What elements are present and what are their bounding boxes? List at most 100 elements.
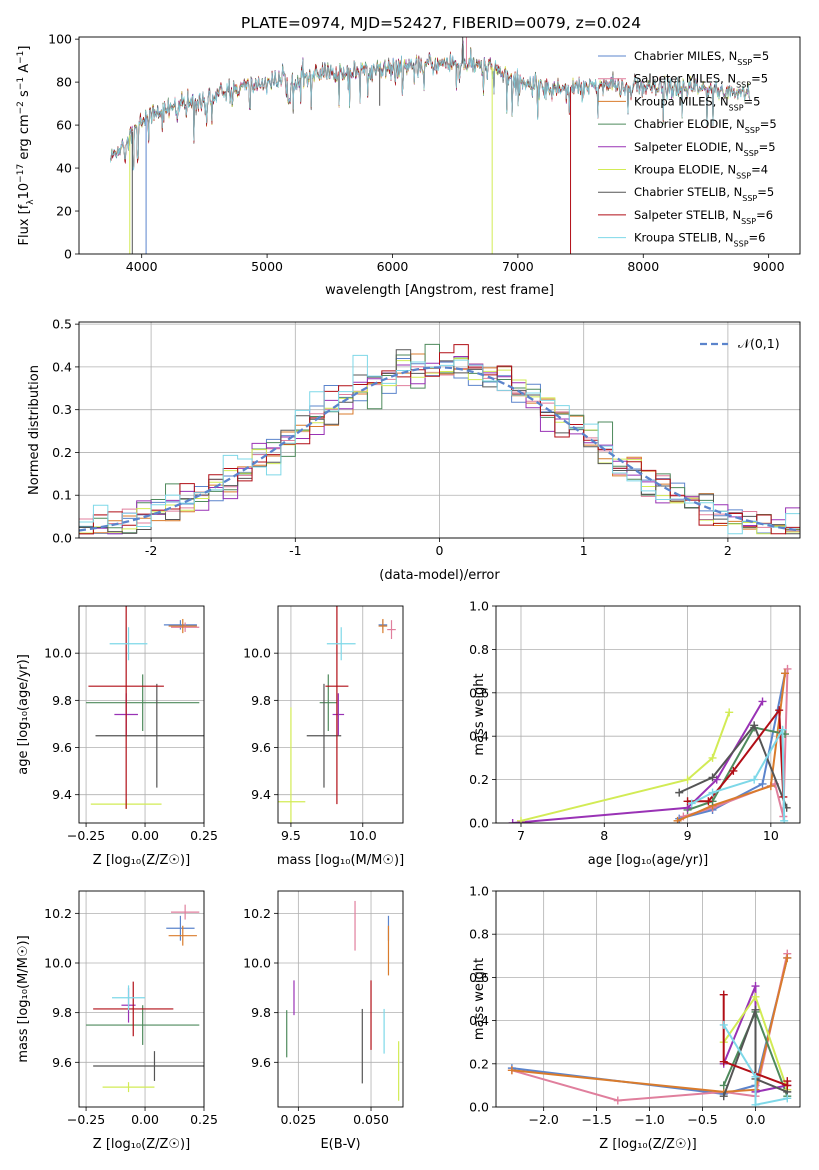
y-tick-label: 9.8 [251,1005,271,1020]
x-tick-label: -2 [145,543,157,558]
weight-marker [507,1066,516,1075]
weight-marker [781,669,790,678]
panel-massweight_vs_Z: −2.0 −1.5 −1.0 −0.5 0.0 0.0 0.2 0.4 0.6 0.8 1.0 Z [… [469,884,801,1152]
y-tick-label: 0.0 [469,1100,489,1115]
y-tick-label: 1.0 [469,884,489,899]
y-tick-label: 0.4 [469,729,489,744]
weight-marker [508,819,517,823]
y-tick-label: 40 [56,161,72,176]
errorbar-point [88,606,164,809]
legend-label: Salpeter MILES, NSSP=5 [634,72,768,90]
errorbar-point [168,618,197,634]
y-axis-label: age [log₁₀(age/yr)] [16,654,31,775]
y-tick-label: 0.0 [469,816,489,831]
errorbar-point [319,674,337,732]
x-tick-label: 0.00 [131,828,159,843]
errorbar-point [170,622,200,632]
axes-frame [277,605,404,824]
legend-label: Salpeter ELODIE, NSSP=5 [634,140,776,158]
x-tick-label: 7 [517,828,525,843]
plot-area [86,904,204,1093]
plot-area [278,606,396,823]
errorbar-point [306,683,342,788]
weight-marker [775,706,784,715]
x-tick-label: 9000 [753,259,785,274]
x-tick-label: 5000 [251,259,283,274]
weight-marker [719,1081,728,1090]
weight-marker [751,992,760,1001]
errorbar-point [112,985,146,1011]
weight-marker [758,779,767,788]
errorbar-point [93,981,174,1037]
weight-series [512,700,764,823]
weight-marker [712,775,721,784]
y-tick-label: 9.6 [251,740,271,755]
x-tick-label: 0.25 [190,1112,218,1127]
legend-label: Chabrier STELIB, NSSP=5 [634,185,774,203]
weight-marker [673,816,682,823]
panel-residuals: -2 -1 0 1 2 0.0 0.1 0.2 0.3 0.4 0.5 (data-model)/er… [27,317,801,583]
y-tick-label: 0.1 [52,488,72,503]
y-tick-label: 9.6 [52,1055,72,1070]
x-tick-label: 0.25 [190,828,218,843]
y-tick-label: 0.8 [469,642,489,657]
x-axis-label: (data-model)/error [379,568,500,583]
axes-frame [495,890,801,1108]
x-tick-label: −2.0 [528,1112,558,1127]
weight-marker [783,664,792,673]
weight-marker [719,990,728,999]
weight-marker [780,816,789,823]
x-tick-label: −1.5 [581,1112,611,1127]
x-tick-label: 1 [580,543,588,558]
y-tick-label: 10.2 [243,906,271,921]
x-tick-label: 0.025 [280,1112,316,1127]
y-tick-label: 9.4 [52,787,72,802]
x-tick-label: −1.0 [634,1112,664,1127]
x-tick-label: 7000 [502,259,534,274]
x-tick-label: -1 [289,543,301,558]
weight-marker [719,1020,728,1029]
errorbar-point [326,627,356,661]
panel-mass_vs_Z: −0.25 0.00 0.25 9.6 9.8 10.0 10.2 Z [log₁₀(Z/Z☉… [16,890,218,1152]
x-tick-label: 0.0 [746,1112,766,1127]
y-axis-label: Flux [fλ10−17 erg cm−2 s−1 A−1] [16,46,36,246]
gridlines [278,891,403,1107]
panel-age_vs_Z: −0.25 0.00 0.25 9.4 9.6 9.8 10.0 Z [log₁₀(Z/Z☉)… [16,605,218,868]
x-axis-label: age [log₁₀(age/yr)] [588,853,709,868]
axes-frame [495,605,801,824]
weight-marker [708,788,717,797]
x-tick-label: 9 [684,828,692,843]
axes-frame [78,36,801,255]
y-tick-label: 10.0 [44,956,72,971]
x-tick-label: 2 [724,543,732,558]
axes-frame [78,605,205,824]
weight-marker [719,1092,728,1101]
x-tick-label: 6000 [377,259,409,274]
weight-series [520,711,731,822]
x-tick-label: 0 [436,543,444,558]
weight-marker [675,788,684,797]
y-tick-label: 9.8 [52,1005,72,1020]
errorbar-point [325,606,349,805]
x-tick-label: 8000 [627,259,659,274]
weight-marker [751,1072,760,1081]
errorbar-point [166,915,195,941]
weight-marker [613,1096,622,1105]
y-tick-label: 20 [56,204,72,219]
errorbar-point [102,1082,155,1093]
x-tick-label: 0.00 [131,1112,159,1127]
x-tick-label: 9.5 [281,828,301,843]
spectrum-line [109,43,751,171]
x-tick-label: −0.25 [67,828,105,843]
x-axis-label: Z [log₁₀(Z/Z☉)] [93,853,190,868]
x-tick-label: 4000 [126,259,158,274]
y-tick-label: 0.5 [52,317,72,332]
y-tick-label: 0.0 [52,531,72,546]
weight-marker [750,775,759,784]
plot-area [109,37,751,254]
x-axis-label: Z [log₁₀(Z/Z☉)] [599,1137,696,1152]
axes-frame [277,890,404,1108]
errorbar-point [109,627,148,661]
y-tick-label: 10.0 [44,646,72,661]
